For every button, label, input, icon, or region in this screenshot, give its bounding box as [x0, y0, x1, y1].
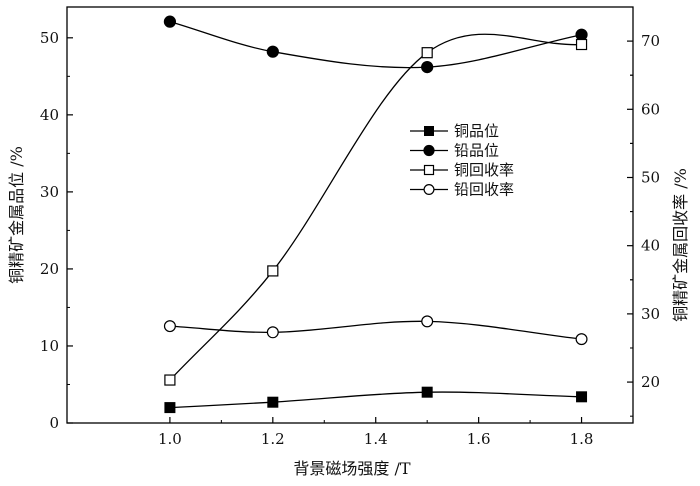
legend-label-1: 铜品位: [454, 122, 499, 140]
series-2-point: [575, 28, 588, 41]
ticks-layer: 1.0 1.2 1.4 1.6 1.8 0 10 20 30 40 50 20 30 40 50 60 70: [40, 29, 660, 448]
y-axis-left-title: 铜精矿金属品位 /%: [7, 146, 26, 284]
x-tick-label: 1.6: [467, 430, 491, 448]
series-1-point: [164, 402, 176, 414]
lines-layer: [169, 21, 582, 409]
legend-marker-2: [423, 144, 435, 157]
legend-marker-4: [423, 184, 435, 196]
series-1-point: [267, 396, 279, 408]
y-right-tick-label: 30: [641, 305, 660, 323]
x-tick-label: 1.2: [261, 430, 285, 448]
series-line-3: [169, 33, 582, 381]
x-tick-label: 1.0: [158, 430, 182, 448]
series-line-2: [169, 21, 582, 69]
series-line-1: [169, 391, 582, 409]
legend-label-2: 铅品位: [454, 142, 499, 160]
plot-frame: [66, 6, 634, 424]
x-axis-title: 背景磁场强度 /T: [293, 459, 410, 478]
series-3-point: [575, 38, 588, 51]
legend-label-4: 铅回收率: [454, 181, 514, 199]
y-left-tick-label: 30: [40, 183, 59, 201]
series-4-point: [575, 333, 588, 346]
markers-layer: [163, 15, 588, 414]
series-line-4: [169, 320, 582, 340]
y-right-tick-label: 50: [641, 168, 660, 186]
y-left-tick-label: 10: [40, 337, 59, 355]
y-left-tick-label: 40: [40, 106, 59, 124]
series-4-point: [266, 326, 279, 339]
x-tick-label: 1.8: [570, 430, 594, 448]
y-left-tick-label: 50: [40, 29, 59, 47]
series-1-point: [576, 391, 588, 403]
series-2-point: [163, 15, 177, 28]
legend-marker-3: [423, 164, 435, 176]
series-3-point: [267, 265, 279, 277]
series-2-point: [421, 60, 434, 74]
legend-label-3: 铜回收率: [454, 161, 514, 179]
y-right-tick-label: 40: [641, 237, 660, 255]
legend-marker-1: [424, 126, 434, 136]
series-4-point: [421, 315, 434, 328]
y-left-tick-label: 0: [49, 414, 59, 432]
series-3-point: [421, 47, 433, 59]
y-right-tick-label: 60: [641, 100, 660, 118]
x-tick-label: 1.4: [364, 430, 388, 448]
series-2-point: [266, 45, 279, 58]
y-axis-right-title: 铜精矿金属回收率 /%: [671, 168, 690, 322]
y-right-tick-label: 70: [641, 32, 660, 50]
y-right-tick-label: 20: [641, 373, 660, 391]
series-3-point: [164, 374, 176, 386]
series-1-point: [421, 386, 433, 398]
series-4-point: [163, 320, 176, 333]
y-left-tick-label: 20: [40, 260, 59, 278]
